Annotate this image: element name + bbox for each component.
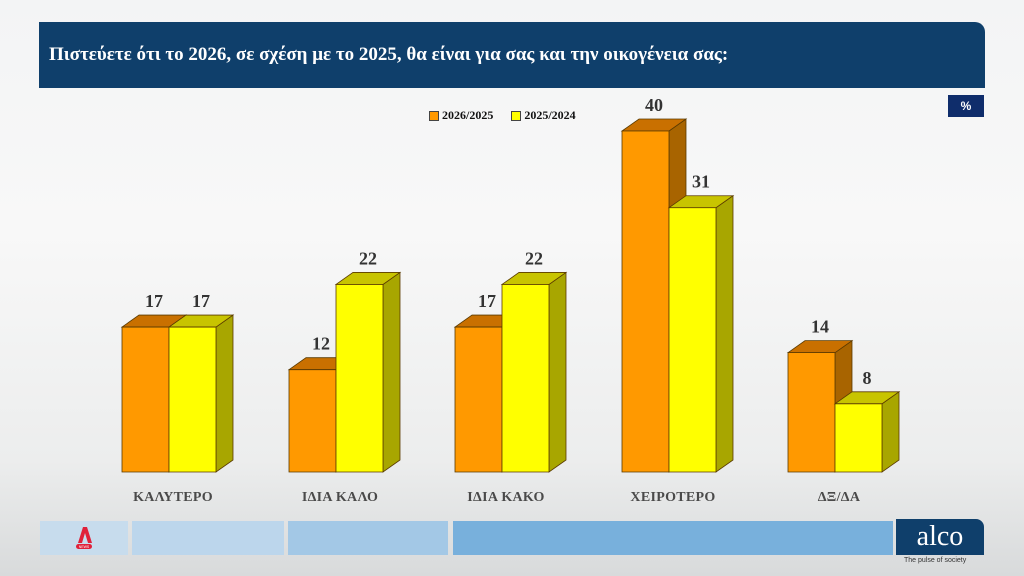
legend-label: 2026/2025: [442, 108, 494, 122]
title-bar: Πιστεύετε ότι το 2026, σε σχέση με το 20…: [39, 22, 985, 88]
bar-group: 40 31: [620, 95, 735, 473]
bar: 22: [334, 248, 402, 473]
chart-title: Πιστεύετε ότι το 2026, σε σχέση με το 20…: [49, 44, 729, 65]
alpha-logo-icon: NEWS: [76, 527, 92, 549]
legend: 2026/2025 2025/2024: [429, 108, 576, 123]
bar: 17: [167, 291, 235, 473]
bar: 8: [833, 368, 901, 473]
alco-tagline: The pulse of society: [904, 557, 967, 564]
unit-badge: %: [948, 95, 984, 117]
category-label: ΔΞ/ΔΑ: [817, 490, 861, 505]
legend-label: 2025/2024: [524, 108, 576, 122]
legend-item-2025-2024: 2025/2024: [511, 108, 576, 123]
alpha-news-logo: NEWS: [40, 521, 128, 555]
footer-strip-2: [288, 521, 448, 555]
data-label: 17: [145, 291, 163, 311]
category-label: ΚΑΛΥΤΕΡΟ: [133, 490, 213, 505]
data-label: 40: [645, 95, 663, 115]
data-label: 22: [359, 248, 377, 268]
bar: 22: [500, 248, 568, 473]
data-label: 17: [478, 291, 496, 311]
bar-group: 17 17: [120, 291, 235, 473]
bar: 31: [667, 172, 735, 473]
footer-strip-1: [132, 521, 284, 555]
data-label: 8: [863, 368, 872, 388]
svg-text:NEWS: NEWS: [79, 545, 90, 549]
data-label: 14: [811, 317, 829, 337]
legend-swatch-yellow: [511, 110, 522, 121]
category-label: ΙΔΙΑ ΚΑΛΟ: [301, 490, 379, 505]
alco-logo: alco: [896, 519, 984, 555]
bar-group: 14 8: [786, 317, 901, 473]
data-label: 12: [312, 334, 330, 354]
footer-strip-3: [453, 521, 893, 555]
category-label: ΙΔΙΑ ΚΑΚΟ: [467, 490, 545, 505]
bar-group: 12 22: [287, 248, 402, 473]
legend-item-2026-2025: 2026/2025: [429, 108, 493, 123]
data-label: 17: [192, 291, 210, 311]
data-label: 31: [692, 172, 710, 192]
data-label: 22: [525, 248, 543, 268]
legend-swatch-orange: [429, 110, 439, 121]
category-label: ΧΕΙΡΟΤΕΡΟ: [630, 490, 716, 505]
